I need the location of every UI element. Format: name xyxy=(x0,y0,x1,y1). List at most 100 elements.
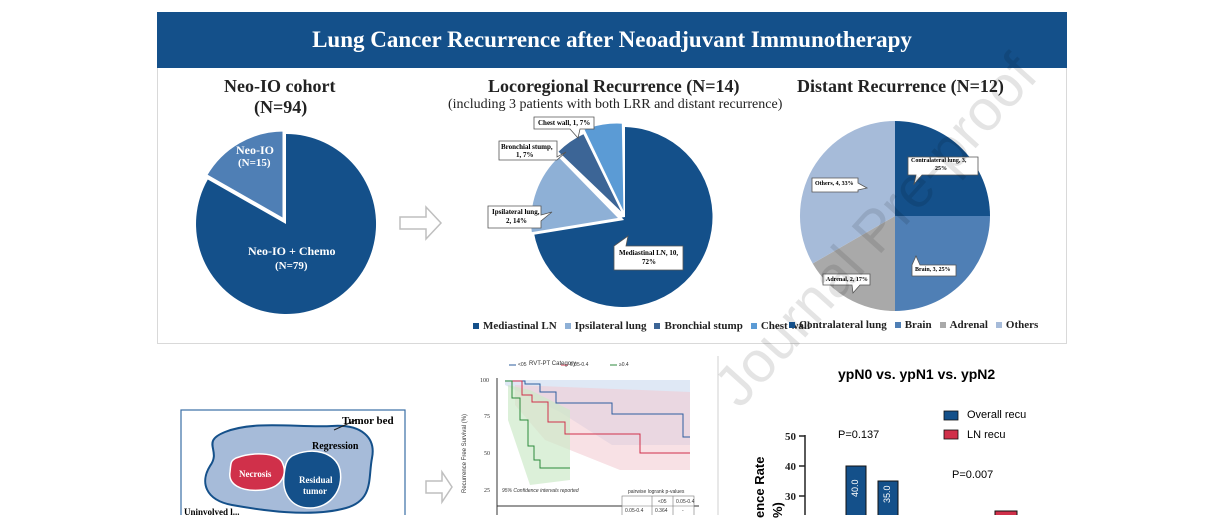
bar-y-label-2: %) xyxy=(770,502,785,518)
residual-label-1: Residual xyxy=(299,475,333,485)
tumor-bed-pointer xyxy=(333,419,357,431)
slice-label-neo-io-chemo-1: Neo-IO + Chemo xyxy=(248,244,336,258)
legend-swatch xyxy=(564,323,571,329)
km-legend-item: ≥0.4 xyxy=(619,362,629,368)
bar-y-label-1: ence Rate xyxy=(752,456,767,518)
km-ci-note: 95% Confidence intervals reported xyxy=(502,488,579,494)
callout-mediastinal xyxy=(613,235,684,271)
callout-bronchial-text-2: 1, 7% xyxy=(516,151,534,159)
km-plot: 100 75 50 25 xyxy=(480,364,699,515)
km-y-ticks: 100 75 50 25 xyxy=(480,378,490,494)
tumor-bed-label: Tumor bed xyxy=(342,415,394,427)
callout-adrenal-text: Adrenal, 2, 17% xyxy=(826,277,868,283)
km-table-header: <05 xyxy=(658,499,667,505)
bar-legend-overall: Overall recu xyxy=(967,409,1027,421)
callout-mediastinal-text-1: Mediastinal LN, 10, xyxy=(619,249,679,257)
arrow-right-icon xyxy=(425,469,453,505)
km-line-green xyxy=(505,380,570,469)
legend-item: Chest wall xyxy=(760,320,811,332)
legend-item: Brain xyxy=(904,319,932,331)
callout-ipsilateral-text-1: Ipsilateral lung, xyxy=(492,208,540,216)
slice-label-neo-io-1: Neo-IO xyxy=(236,143,274,157)
lrr-legend: Mediastinal LN Ipsilateral lung Bronchia… xyxy=(473,320,810,332)
legend-item: Adrenal xyxy=(949,319,988,331)
km-table-title: pairwise logrank p-values xyxy=(628,489,685,495)
legend-item: Ipsilateral lung xyxy=(574,320,647,332)
bar-chart: 50 40 30 xyxy=(785,410,1018,515)
cohort-pie xyxy=(196,128,377,315)
legend-swatch xyxy=(894,322,901,328)
km-table-cell: - xyxy=(682,508,684,514)
callout-contralateral-text-1: Contralateral lung, 3, xyxy=(911,158,967,164)
callout-others xyxy=(811,177,869,193)
svg-text:25: 25 xyxy=(484,488,490,494)
distant-legend: Contralateral lung Brain Adrenal Others xyxy=(789,319,1038,331)
bar-chart-title: ypN0 vs. ypN1 vs. ypN2 xyxy=(838,366,996,382)
bar-y-ticks: 50 40 30 xyxy=(785,431,797,503)
bar-overall-recurrence xyxy=(845,465,867,515)
lrr-title: Locoregional Recurrence (N=14) xyxy=(488,76,740,96)
pie-slice-bronchial xyxy=(557,132,624,215)
pie-slice-neo-io-chemo xyxy=(196,134,377,315)
p-value-1: P=0.137 xyxy=(838,429,880,441)
legend-item: Mediastinal LN xyxy=(483,320,557,332)
bar-legend-swatch-ln xyxy=(943,429,959,440)
bar-red-partial xyxy=(994,510,1018,515)
callout-ipsilateral xyxy=(487,205,553,229)
km-ci-green xyxy=(508,385,570,485)
legend-item: Contralateral lung xyxy=(799,319,887,331)
banner-title: Lung Cancer Recurrence after Neoadjuvant… xyxy=(157,12,1067,68)
p-value-2: P=0.007 xyxy=(952,469,994,481)
km-legend-item: <05 xyxy=(518,362,527,368)
callout-chest-wall xyxy=(533,116,595,139)
legend-swatch xyxy=(473,323,479,329)
distant-title: Distant Recurrence (N=12) xyxy=(797,76,1004,96)
legend-item: Bronchial stump xyxy=(664,320,743,332)
legend-swatch xyxy=(789,322,795,328)
bar-ln-recurrence xyxy=(877,480,899,515)
legend-swatch xyxy=(939,322,946,328)
svg-text:40: 40 xyxy=(785,461,797,473)
km-line-red xyxy=(505,380,690,454)
km-y-label: Recurrence Free Survival (%) xyxy=(462,413,468,493)
necrosis-shape xyxy=(229,453,285,492)
callout-contralateral-text-2: 25% xyxy=(935,166,947,172)
uninvolved-label: Uninvolved l... xyxy=(184,507,240,517)
legend-item: Others xyxy=(1005,319,1039,331)
pie-slice-adrenal xyxy=(812,216,895,311)
callout-adrenal xyxy=(822,273,871,294)
callout-contralateral xyxy=(907,156,979,186)
legend-swatch xyxy=(654,323,661,329)
top-panel-frame xyxy=(157,68,1067,344)
legend-swatch xyxy=(750,323,757,329)
pie-slice-brain xyxy=(895,216,990,311)
arrow-right-icon xyxy=(399,205,443,241)
callout-bronchial xyxy=(498,140,567,161)
legend-swatch xyxy=(995,322,1002,328)
km-legend-title: RVT-PT Category xyxy=(529,361,577,367)
svg-text:30: 30 xyxy=(785,491,797,503)
cohort-title-line1: Neo-IO cohort xyxy=(224,76,336,96)
cohort-title-line2: (N=94) xyxy=(254,97,308,117)
bar-value-1: 40.0 xyxy=(850,479,860,497)
bar-value-2: 35.0 xyxy=(882,485,892,503)
svg-text:75: 75 xyxy=(484,414,490,420)
km-table-cell: 0.364 xyxy=(655,508,668,514)
km-line-blue xyxy=(505,380,690,438)
callout-bronchial-text-1: Bronchial stump, xyxy=(501,143,553,151)
regression-label: Regression xyxy=(312,441,359,452)
callout-mediastinal-text-2: 72% xyxy=(642,258,656,266)
km-table-cell: 0.05-0.4 xyxy=(625,508,644,514)
bar-legend-ln: LN recu xyxy=(967,429,1006,441)
svg-text:100: 100 xyxy=(480,378,489,384)
km-legend-item: 0.05-0.4 xyxy=(570,362,589,368)
callout-others-text: Others, 4, 33% xyxy=(815,181,854,187)
callout-ipsilateral-text-2: 2, 14% xyxy=(506,217,527,225)
callout-chest-wall-text: Chest wall, 1, 7% xyxy=(538,119,591,127)
lrr-subtitle: (including 3 patients with both LRR and … xyxy=(448,97,783,112)
svg-text:50: 50 xyxy=(785,431,797,443)
pie-slice-neo-io xyxy=(203,128,286,223)
callout-brain xyxy=(911,255,957,277)
residual-tumor-shape xyxy=(282,450,342,509)
